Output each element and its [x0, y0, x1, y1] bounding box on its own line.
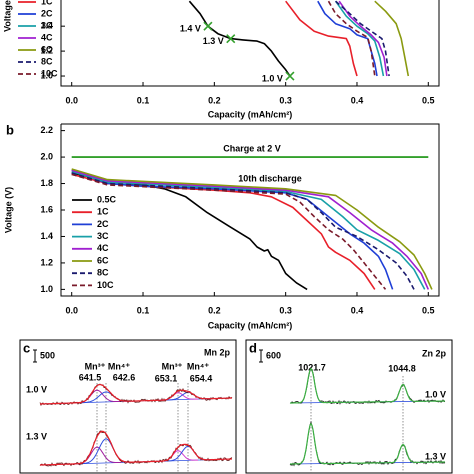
legend-label: 3C [97, 231, 109, 241]
axis-frame [60, 0, 440, 87]
x-tick-label: 0.3 [279, 95, 292, 105]
marker [203, 21, 213, 31]
spectrum-raw [39, 430, 233, 467]
series-line [71, 170, 426, 290]
y-tick-label: 1.4 [40, 21, 53, 31]
peak-label: 654.4 [190, 373, 213, 383]
x-tick-label: 0.1 [137, 305, 150, 315]
trace-label: 1.0 V [26, 384, 47, 394]
trace-label: 1.3 V [425, 451, 446, 461]
scale-label: 500 [40, 350, 55, 360]
series-line [71, 172, 415, 290]
series-line [334, 0, 385, 77]
x-tick-label: 0.5 [422, 95, 435, 105]
peak-label: 641.5 [79, 372, 102, 382]
legend-label: 6C [41, 44, 53, 54]
peak-label: 1021.7 [298, 362, 326, 372]
x-axis-title: Capacity (mAh/cm²) [208, 109, 293, 119]
species-label: Mn³⁺ [162, 361, 183, 371]
trace-label: 1.0 V [425, 389, 446, 399]
spectrum-fit [290, 367, 445, 404]
x-tick-label: 0.0 [65, 95, 78, 105]
y-tick-label: 1.8 [40, 178, 53, 188]
marker-label: 1.3 V [203, 36, 224, 46]
spectrum-raw [39, 383, 233, 407]
element-label: Zn 2p [422, 348, 447, 358]
x-tick-label: 0.4 [351, 305, 364, 315]
legend-label: 6C [97, 255, 109, 265]
series-line [374, 0, 410, 77]
species-label: Mn³⁺ [85, 361, 106, 371]
series-line [335, 0, 390, 77]
legend-label: 0.5C [97, 194, 117, 204]
legend-label: 3C [41, 20, 53, 30]
panel-label: d [249, 340, 257, 355]
series-line [71, 173, 376, 290]
y-axis-title: Voltage [2, 0, 12, 32]
x-tick-label: 0.1 [137, 95, 150, 105]
axis-frame [60, 123, 440, 297]
x-tick-label: 0.5 [422, 305, 435, 315]
legend-label: 1C [41, 0, 53, 6]
y-tick-label: 1.2 [40, 257, 53, 267]
series-line [327, 0, 376, 77]
y-tick-label: 1.2 [40, 45, 53, 55]
y-tick-label: 2.2 [40, 125, 53, 135]
x-tick-label: 0.3 [279, 305, 292, 315]
panel-c-frame [19, 339, 237, 474]
element-label: Mn 2p [204, 347, 231, 357]
x-tick-label: 0.0 [65, 305, 78, 315]
legend-label: 8C [41, 56, 53, 66]
spectrum-fit [40, 383, 232, 405]
peak-label: 1044.8 [388, 363, 416, 373]
y-tick-label: 1.0 [40, 284, 53, 294]
x-axis-title: Capacity (mAh/cm²) [208, 320, 293, 330]
legend-label: 2C [97, 219, 109, 229]
annotation: 10th discharge [238, 173, 302, 183]
spectrum-fit [290, 422, 445, 465]
panel-label: c [23, 340, 30, 355]
series-line [71, 168, 433, 290]
series-line [338, 0, 388, 77]
legend-label: 10C [97, 280, 114, 290]
spectrum-fit [40, 430, 232, 466]
marker-label: 1.4 V [180, 24, 201, 34]
legend-label: 8C [97, 268, 109, 278]
scale-bar [33, 349, 263, 363]
x-tick-label: 0.4 [351, 95, 364, 105]
y-tick-label: 1.6 [40, 204, 53, 214]
marker [285, 71, 295, 81]
series-line [71, 173, 387, 290]
y-axis-title: Voltage (V) [3, 187, 13, 233]
panel-d-frame [245, 339, 453, 474]
peak-label: 642.6 [113, 372, 136, 382]
x-tick-label: 0.2 [208, 95, 221, 105]
legend-label: 4C [41, 32, 53, 42]
series-line [317, 0, 378, 77]
y-tick-label: 1.0 [40, 70, 53, 80]
series-line [285, 0, 358, 77]
peak-label: 653.1 [155, 373, 178, 383]
scale-label: 600 [266, 350, 281, 360]
y-tick-label: 2.0 [40, 151, 53, 161]
legend-label: 10C [41, 68, 58, 78]
x-tick-label: 0.2 [208, 305, 221, 315]
panel-label: b [6, 122, 14, 137]
legend-label: 1C [97, 207, 109, 217]
marker [226, 34, 236, 44]
y-tick-label: 1.4 [40, 231, 53, 241]
reference-label: Charge at 2 V [223, 143, 281, 153]
legend-label: 2C [41, 8, 53, 18]
trace-label: 1.3 V [26, 431, 47, 441]
species-label: Mn⁴⁺ [108, 361, 130, 371]
species-label: Mn⁴⁺ [187, 361, 209, 371]
marker-label: 1.0 V [262, 73, 283, 83]
series-line [71, 169, 430, 290]
legend-label: 4C [97, 243, 109, 253]
